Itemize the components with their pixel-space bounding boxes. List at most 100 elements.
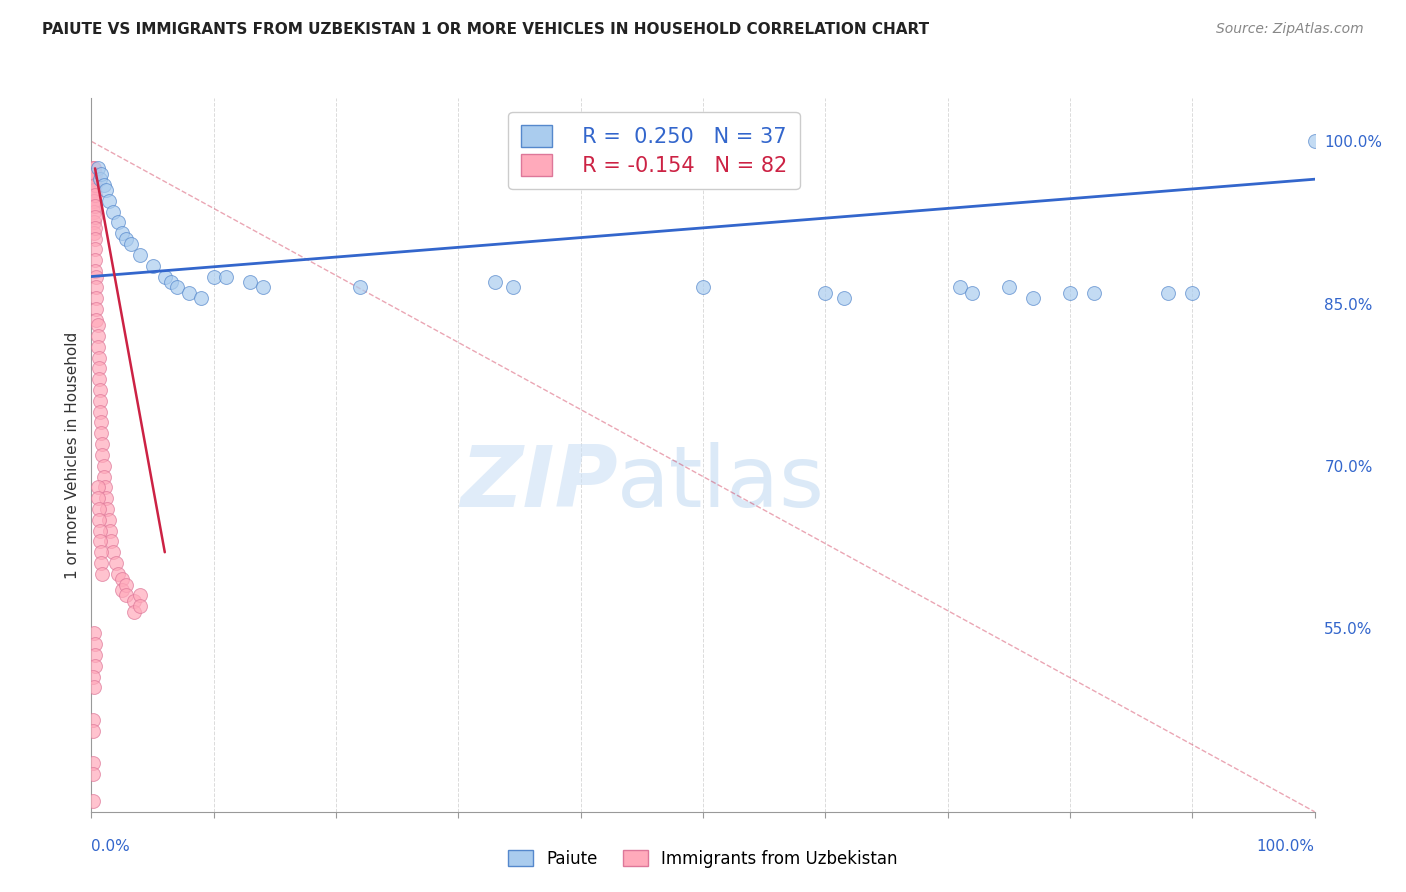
Point	[90, 167, 112, 181]
Point	[84, 291, 107, 305]
Point	[190, 291, 212, 305]
Point	[114, 232, 136, 246]
Point	[86, 329, 108, 343]
Point	[84, 301, 107, 316]
Point	[94, 183, 117, 197]
Point	[83, 194, 105, 208]
Point	[90, 426, 112, 441]
Point	[107, 215, 129, 229]
Point	[141, 259, 163, 273]
Point	[97, 194, 120, 208]
Point	[82, 188, 104, 202]
Point	[82, 183, 104, 197]
Point	[484, 275, 506, 289]
Point	[82, 794, 104, 808]
Point	[960, 285, 983, 300]
Point	[83, 161, 105, 176]
Point	[84, 648, 107, 662]
Point	[114, 589, 136, 603]
Point	[86, 318, 108, 333]
Point	[1022, 291, 1045, 305]
Point	[1059, 285, 1081, 300]
Point	[120, 237, 142, 252]
Point	[84, 167, 107, 181]
Text: 100.0%: 100.0%	[1257, 838, 1315, 854]
Point	[122, 594, 145, 608]
Point	[1157, 285, 1180, 300]
Point	[86, 340, 108, 354]
Point	[90, 556, 112, 570]
Point	[998, 280, 1021, 294]
Point	[89, 524, 111, 538]
Legend:   R =  0.250   N = 37,   R = -0.154   N = 82: R = 0.250 N = 37, R = -0.154 N = 82	[509, 112, 800, 189]
Point	[93, 458, 115, 473]
Point	[89, 405, 111, 419]
Point	[91, 437, 114, 451]
Point	[89, 383, 111, 397]
Point	[179, 285, 201, 300]
Point	[122, 605, 145, 619]
Point	[1181, 285, 1204, 300]
Point	[1083, 285, 1105, 300]
Point	[97, 513, 120, 527]
Point	[83, 227, 105, 241]
Point	[832, 291, 855, 305]
Point	[84, 280, 107, 294]
Point	[84, 243, 107, 257]
Point	[82, 194, 104, 208]
Point	[103, 545, 125, 559]
Point	[84, 210, 107, 224]
Point	[153, 269, 176, 284]
Point	[83, 204, 105, 219]
Point	[84, 178, 107, 192]
Point	[202, 269, 225, 284]
Point	[949, 280, 972, 294]
Point	[87, 372, 110, 386]
Point	[502, 280, 524, 294]
Point	[82, 767, 104, 781]
Point	[84, 269, 107, 284]
Point	[98, 524, 121, 538]
Point	[129, 248, 152, 262]
Point	[82, 172, 104, 186]
Point	[114, 577, 136, 591]
Point	[83, 626, 105, 640]
Point	[111, 227, 134, 241]
Legend: Paiute, Immigrants from Uzbekistan: Paiute, Immigrants from Uzbekistan	[502, 844, 904, 875]
Point	[87, 513, 110, 527]
Point	[90, 545, 112, 559]
Point	[83, 215, 105, 229]
Point	[215, 269, 238, 284]
Point	[89, 172, 111, 186]
Point	[104, 556, 127, 570]
Y-axis label: 1 or more Vehicles in Household: 1 or more Vehicles in Household	[65, 331, 80, 579]
Point	[87, 351, 110, 365]
Point	[82, 713, 104, 727]
Point	[84, 264, 107, 278]
Point	[93, 469, 115, 483]
Point	[84, 188, 107, 202]
Point	[84, 658, 107, 673]
Point	[82, 756, 104, 770]
Point	[86, 480, 108, 494]
Point	[82, 199, 104, 213]
Point	[90, 416, 112, 430]
Text: ZIP: ZIP	[460, 442, 617, 525]
Point	[692, 280, 714, 294]
Point	[89, 393, 111, 408]
Point	[84, 199, 107, 213]
Point	[160, 275, 183, 289]
Point	[96, 502, 118, 516]
Point	[252, 280, 274, 294]
Point	[82, 167, 104, 181]
Point	[94, 491, 117, 505]
Point	[111, 572, 134, 586]
Point	[814, 285, 837, 300]
Text: Source: ZipAtlas.com: Source: ZipAtlas.com	[1216, 22, 1364, 37]
Point	[83, 172, 105, 186]
Point	[129, 589, 152, 603]
Point	[94, 480, 117, 494]
Point	[166, 280, 188, 294]
Point	[111, 583, 134, 598]
Point	[83, 681, 105, 695]
